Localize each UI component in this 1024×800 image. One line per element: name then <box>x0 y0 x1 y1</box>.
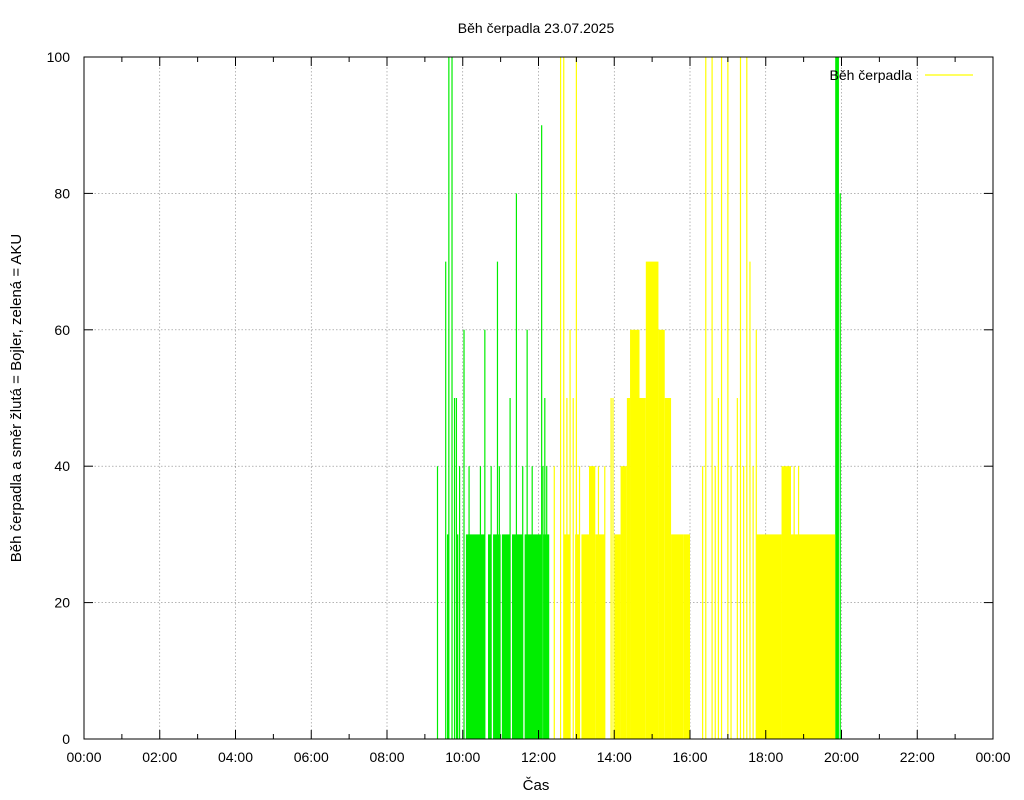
run-block <box>620 466 627 739</box>
x-tick-label: 02:00 <box>142 749 177 765</box>
run-block <box>645 261 659 739</box>
run-block <box>501 534 511 739</box>
y-tick-label: 60 <box>54 322 70 338</box>
run-block <box>639 398 646 739</box>
run-block <box>671 534 684 739</box>
run-block <box>658 329 665 739</box>
x-tick-label: 04:00 <box>218 749 253 765</box>
x-tick-label: 00:00 <box>66 749 101 765</box>
axis-ticks: 00:00 02:00 04:00 06:00 08:00 10:00 12:00 14:00… <box>47 49 1011 765</box>
run-block <box>664 398 672 739</box>
x-tick-label: 16:00 <box>672 749 707 765</box>
x-tick-label: 12:00 <box>521 749 556 765</box>
run-block <box>756 534 782 739</box>
run-block <box>511 534 523 739</box>
y-tick-label: 40 <box>54 458 70 474</box>
run-block <box>575 534 580 739</box>
y-axis-label: Běh čerpadla a směr žlutá = Bojler, zele… <box>8 234 25 563</box>
x-tick-label: 22:00 <box>900 749 935 765</box>
run-block <box>446 534 449 739</box>
data-bars <box>436 57 841 739</box>
y-tick-label: 20 <box>54 595 70 611</box>
x-tick-label: 14:00 <box>597 749 632 765</box>
run-block <box>488 534 492 739</box>
x-tick-label: 10:00 <box>445 749 480 765</box>
run-block <box>581 534 589 739</box>
x-tick-label: 08:00 <box>369 749 404 765</box>
x-axis-label: Čas <box>523 777 550 794</box>
x-tick-label: 06:00 <box>294 749 329 765</box>
y-tick-label: 0 <box>62 731 70 747</box>
run-block <box>630 329 640 739</box>
x-tick-label: 00:00 <box>975 749 1010 765</box>
run-block <box>524 534 542 739</box>
run-block <box>835 57 839 739</box>
y-tick-label: 80 <box>54 185 70 201</box>
y-tick-label: 100 <box>47 49 71 65</box>
run-block <box>683 534 690 739</box>
x-tick-label: 20:00 <box>824 749 859 765</box>
legend: Běh čerpadla <box>829 67 973 83</box>
legend-label: Běh čerpadla <box>829 67 912 83</box>
run-block <box>614 534 621 739</box>
run-block <box>456 534 459 739</box>
chart-title: Běh čerpadla 23.07.2025 <box>458 20 615 36</box>
run-block <box>781 466 791 739</box>
run-block <box>493 534 501 739</box>
x-tick-label: 18:00 <box>748 749 783 765</box>
run-block <box>626 398 631 739</box>
run-block <box>791 534 836 739</box>
run-block <box>595 534 605 739</box>
